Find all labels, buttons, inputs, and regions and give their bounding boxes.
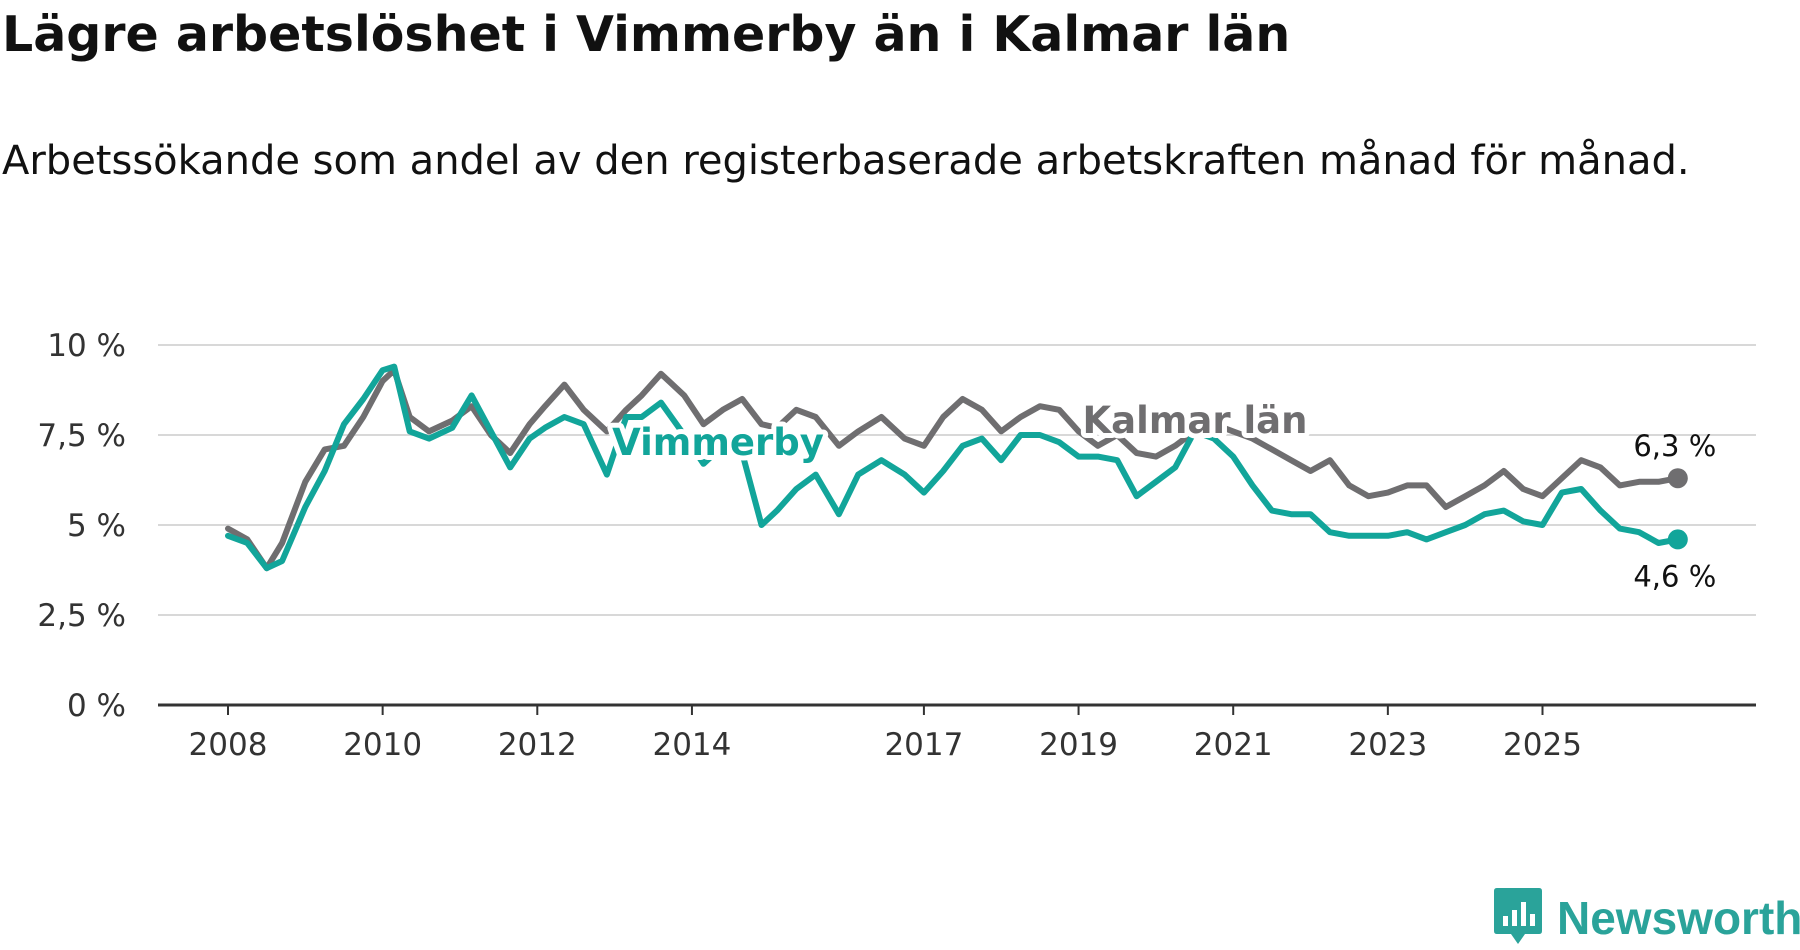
series-label-kalmar: Kalmar län [1083,399,1308,442]
x-tick-label: 2008 [189,727,268,763]
y-tick-label: 2,5 % [37,598,126,634]
chart-subtitle: Arbetssökande som andel av den registerb… [2,138,1690,184]
series-label-halo-kalmar: Kalmar län [1083,399,1308,442]
end-point-vimmerby [1667,529,1688,550]
y-tick-label: 10 % [47,328,126,364]
y-tick-label: 5 % [67,508,126,544]
brand-logo: Newsworthy [1493,888,1800,948]
y-tick-label: 7,5 % [37,418,126,454]
newsworthy-logo-icon [1493,886,1543,950]
series-label-halo-vimmerby: Vimmerby [612,421,824,464]
series-lines [225,363,1688,572]
grid-lines [158,344,1756,707]
x-tick-label: 2019 [1039,727,1118,763]
x-tick-label: 2025 [1503,727,1582,763]
y-axis: 0 % 2,5 % 5 % 7,5 % 10 % [37,328,126,724]
y-tick-label: 0 % [67,688,126,724]
x-tick-label: 2010 [343,727,422,763]
x-tick-label: 2014 [652,727,731,763]
x-axis: 2008 2010 2012 2014 2017 2019 2021 2023 2025 [189,705,1582,763]
series-line-vimmerby [225,363,1681,572]
series-label-vimmerby: Vimmerby [612,421,824,464]
series-line-kalmar [225,367,1681,572]
x-tick-label: 2023 [1348,727,1427,763]
x-tick-label: 2017 [884,727,963,763]
x-tick-label: 2012 [498,727,577,763]
end-point-kalmar [1667,468,1688,489]
end-value-label-kalmar: 6,3 % [1633,429,1716,463]
end-value-label-vimmerby: 4,6 % [1633,559,1716,593]
brand-name: Newsworthy [1557,892,1800,944]
x-tick-label: 2021 [1194,727,1273,763]
chart-title: Lägre arbetslöshet i Vimmerby än i Kalma… [2,6,1291,63]
